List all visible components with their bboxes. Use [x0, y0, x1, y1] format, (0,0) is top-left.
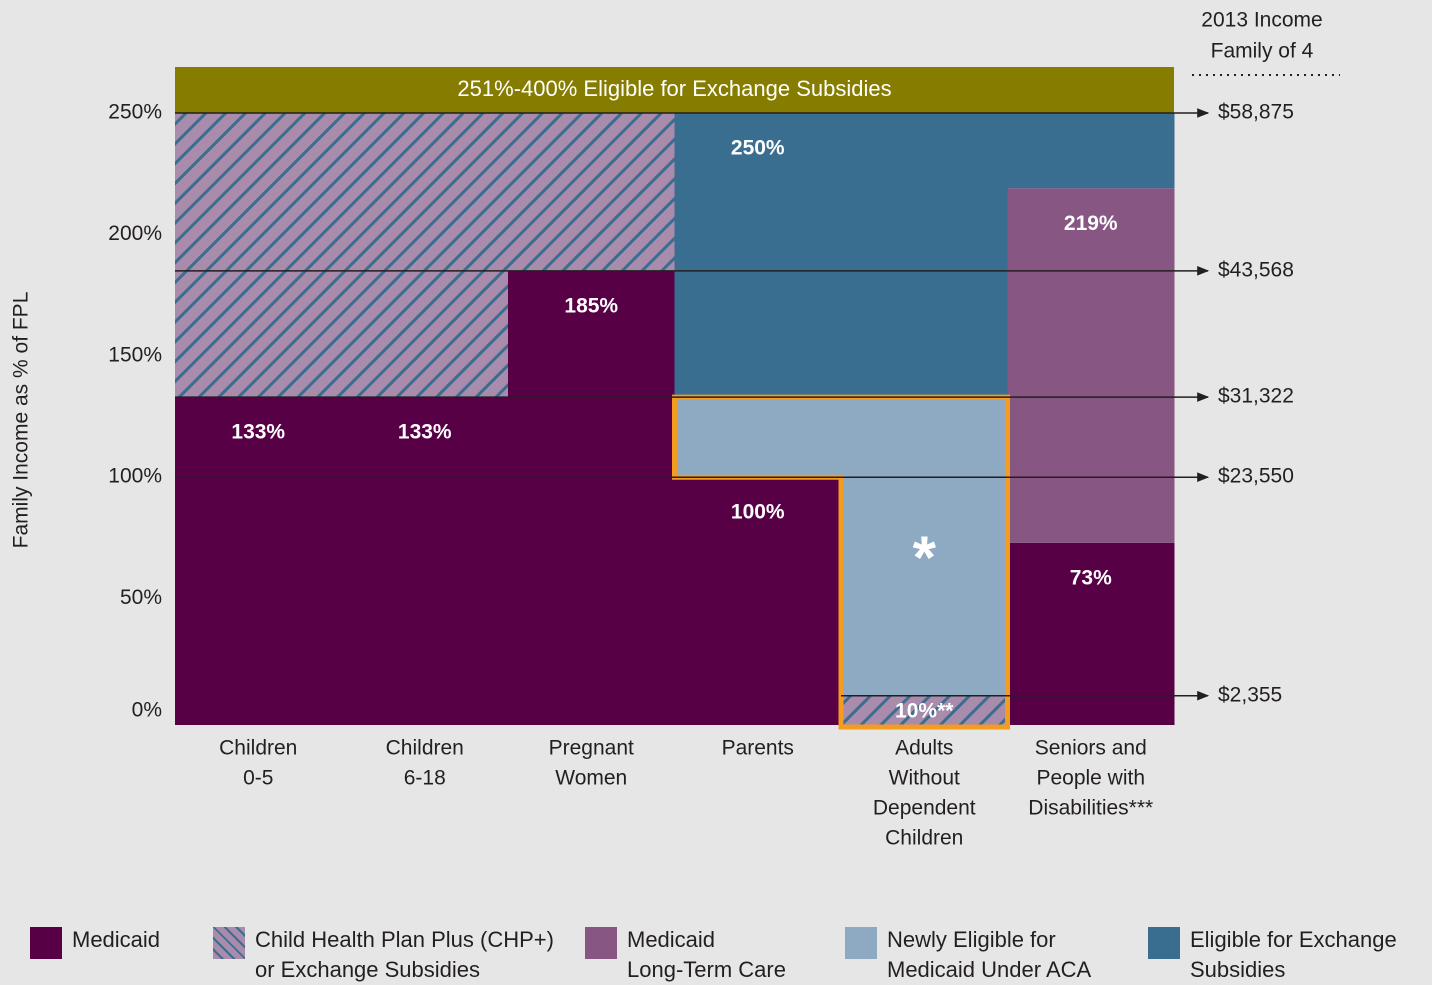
right-axis-title: 2013 Income [1201, 9, 1322, 32]
legend-label: Child Health Plan Plus (CHP+) [255, 927, 554, 952]
income-label: $2,355 [1218, 683, 1282, 706]
x-tick-label: Dependent [873, 797, 976, 820]
x-tick-label: Children [885, 827, 963, 850]
x-tick-label: Parents [722, 737, 794, 760]
bar-segment [341, 113, 509, 398]
income-label: $43,568 [1218, 258, 1294, 281]
bar-segment [1007, 113, 1175, 189]
data-label: 219% [1064, 212, 1118, 235]
bar-segment [674, 113, 842, 398]
asterisk: * [913, 524, 937, 591]
bar-segment [841, 695, 1008, 725]
income-label: $58,875 [1218, 101, 1294, 124]
legend-swatch [845, 927, 877, 959]
legend-label: Long-Term Care [627, 957, 786, 982]
bar-segment [841, 113, 1008, 398]
y-axis-label: Family Income as % of FPL [10, 292, 33, 549]
bar-segment [841, 397, 1008, 696]
data-label: 133% [398, 421, 452, 444]
x-tick-label: 6-18 [404, 767, 446, 790]
x-tick-label: People with [1036, 767, 1145, 790]
bar-segment [1007, 542, 1175, 725]
legend-label: Newly Eligible for [887, 927, 1056, 952]
x-tick-label: 0-5 [243, 767, 273, 790]
y-tick-label: 100% [108, 465, 162, 488]
legend-item: Child Health Plan Plus (CHP+) or Exchange… [213, 927, 554, 985]
x-tick-label: Disabilities*** [1028, 797, 1153, 820]
top-band-label: 251%-400% Eligible for Exchange Subsidie… [457, 76, 891, 101]
legend-label: Medicaid [72, 927, 161, 952]
bar-segment [341, 397, 509, 725]
bar-segment [175, 397, 342, 725]
y-tick-label: 50% [120, 586, 162, 609]
legend-label: Medicaid Under ACA [887, 957, 1092, 982]
bar-segment [674, 477, 842, 725]
x-tick-label: Without [889, 767, 960, 790]
legend-text: Medicaid Long-Term Care [627, 925, 786, 985]
legend-swatch [30, 927, 62, 959]
x-tick-label: Children [386, 737, 464, 760]
bar-segment [674, 397, 842, 478]
x-tick-label: Pregnant [549, 737, 634, 760]
y-tick-label: 150% [108, 343, 162, 366]
data-label: 133% [231, 421, 285, 444]
income-label: $23,550 [1218, 465, 1294, 488]
legend-label: Eligible for Exchange [1190, 927, 1397, 952]
legend-text: Child Health Plan Plus (CHP+) or Exchange… [255, 925, 554, 985]
legend-label: Medicaid [627, 927, 716, 952]
y-tick-label: 200% [108, 222, 162, 245]
x-tick-label: Adults [895, 737, 953, 760]
legend-text: Newly Eligible for Medicaid Under ACA [887, 925, 1091, 985]
x-tick-label: Women [555, 767, 627, 790]
legend-text: Medicaid [72, 925, 160, 959]
bar-segment [1007, 188, 1175, 543]
x-tick-label: Seniors and [1035, 737, 1147, 760]
right-axis-title: Family of 4 [1211, 40, 1314, 63]
bar-segment [175, 113, 342, 398]
legend-item: Medicaid [30, 927, 160, 959]
bar-segment [508, 270, 675, 725]
legend-item: Eligible for Exchange Subsidies [1148, 927, 1397, 985]
legend-label: or Exchange Subsidies [255, 957, 481, 982]
data-label: 100% [731, 501, 785, 524]
legend-item: Newly Eligible for Medicaid Under ACA [845, 927, 1091, 985]
legend-item: Medicaid Long-Term Care [585, 927, 786, 985]
legend-label: Subsidies [1190, 957, 1286, 982]
legend-swatch [585, 927, 617, 959]
income-label: $31,322 [1218, 385, 1294, 408]
x-tick-label: Children [219, 737, 297, 760]
y-tick-label: 250% [108, 101, 162, 124]
legend-swatch [1148, 927, 1180, 959]
data-label: 250% [731, 137, 785, 160]
y-tick-label: 0% [132, 699, 162, 722]
legend-text: Eligible for Exchange Subsidies [1190, 925, 1397, 985]
top-band [175, 67, 1174, 113]
data-label: 185% [564, 294, 618, 317]
legend-swatch [213, 927, 245, 959]
data-label: 73% [1070, 566, 1112, 589]
data-label: 10%** [895, 699, 954, 722]
bar-segment [508, 113, 675, 271]
